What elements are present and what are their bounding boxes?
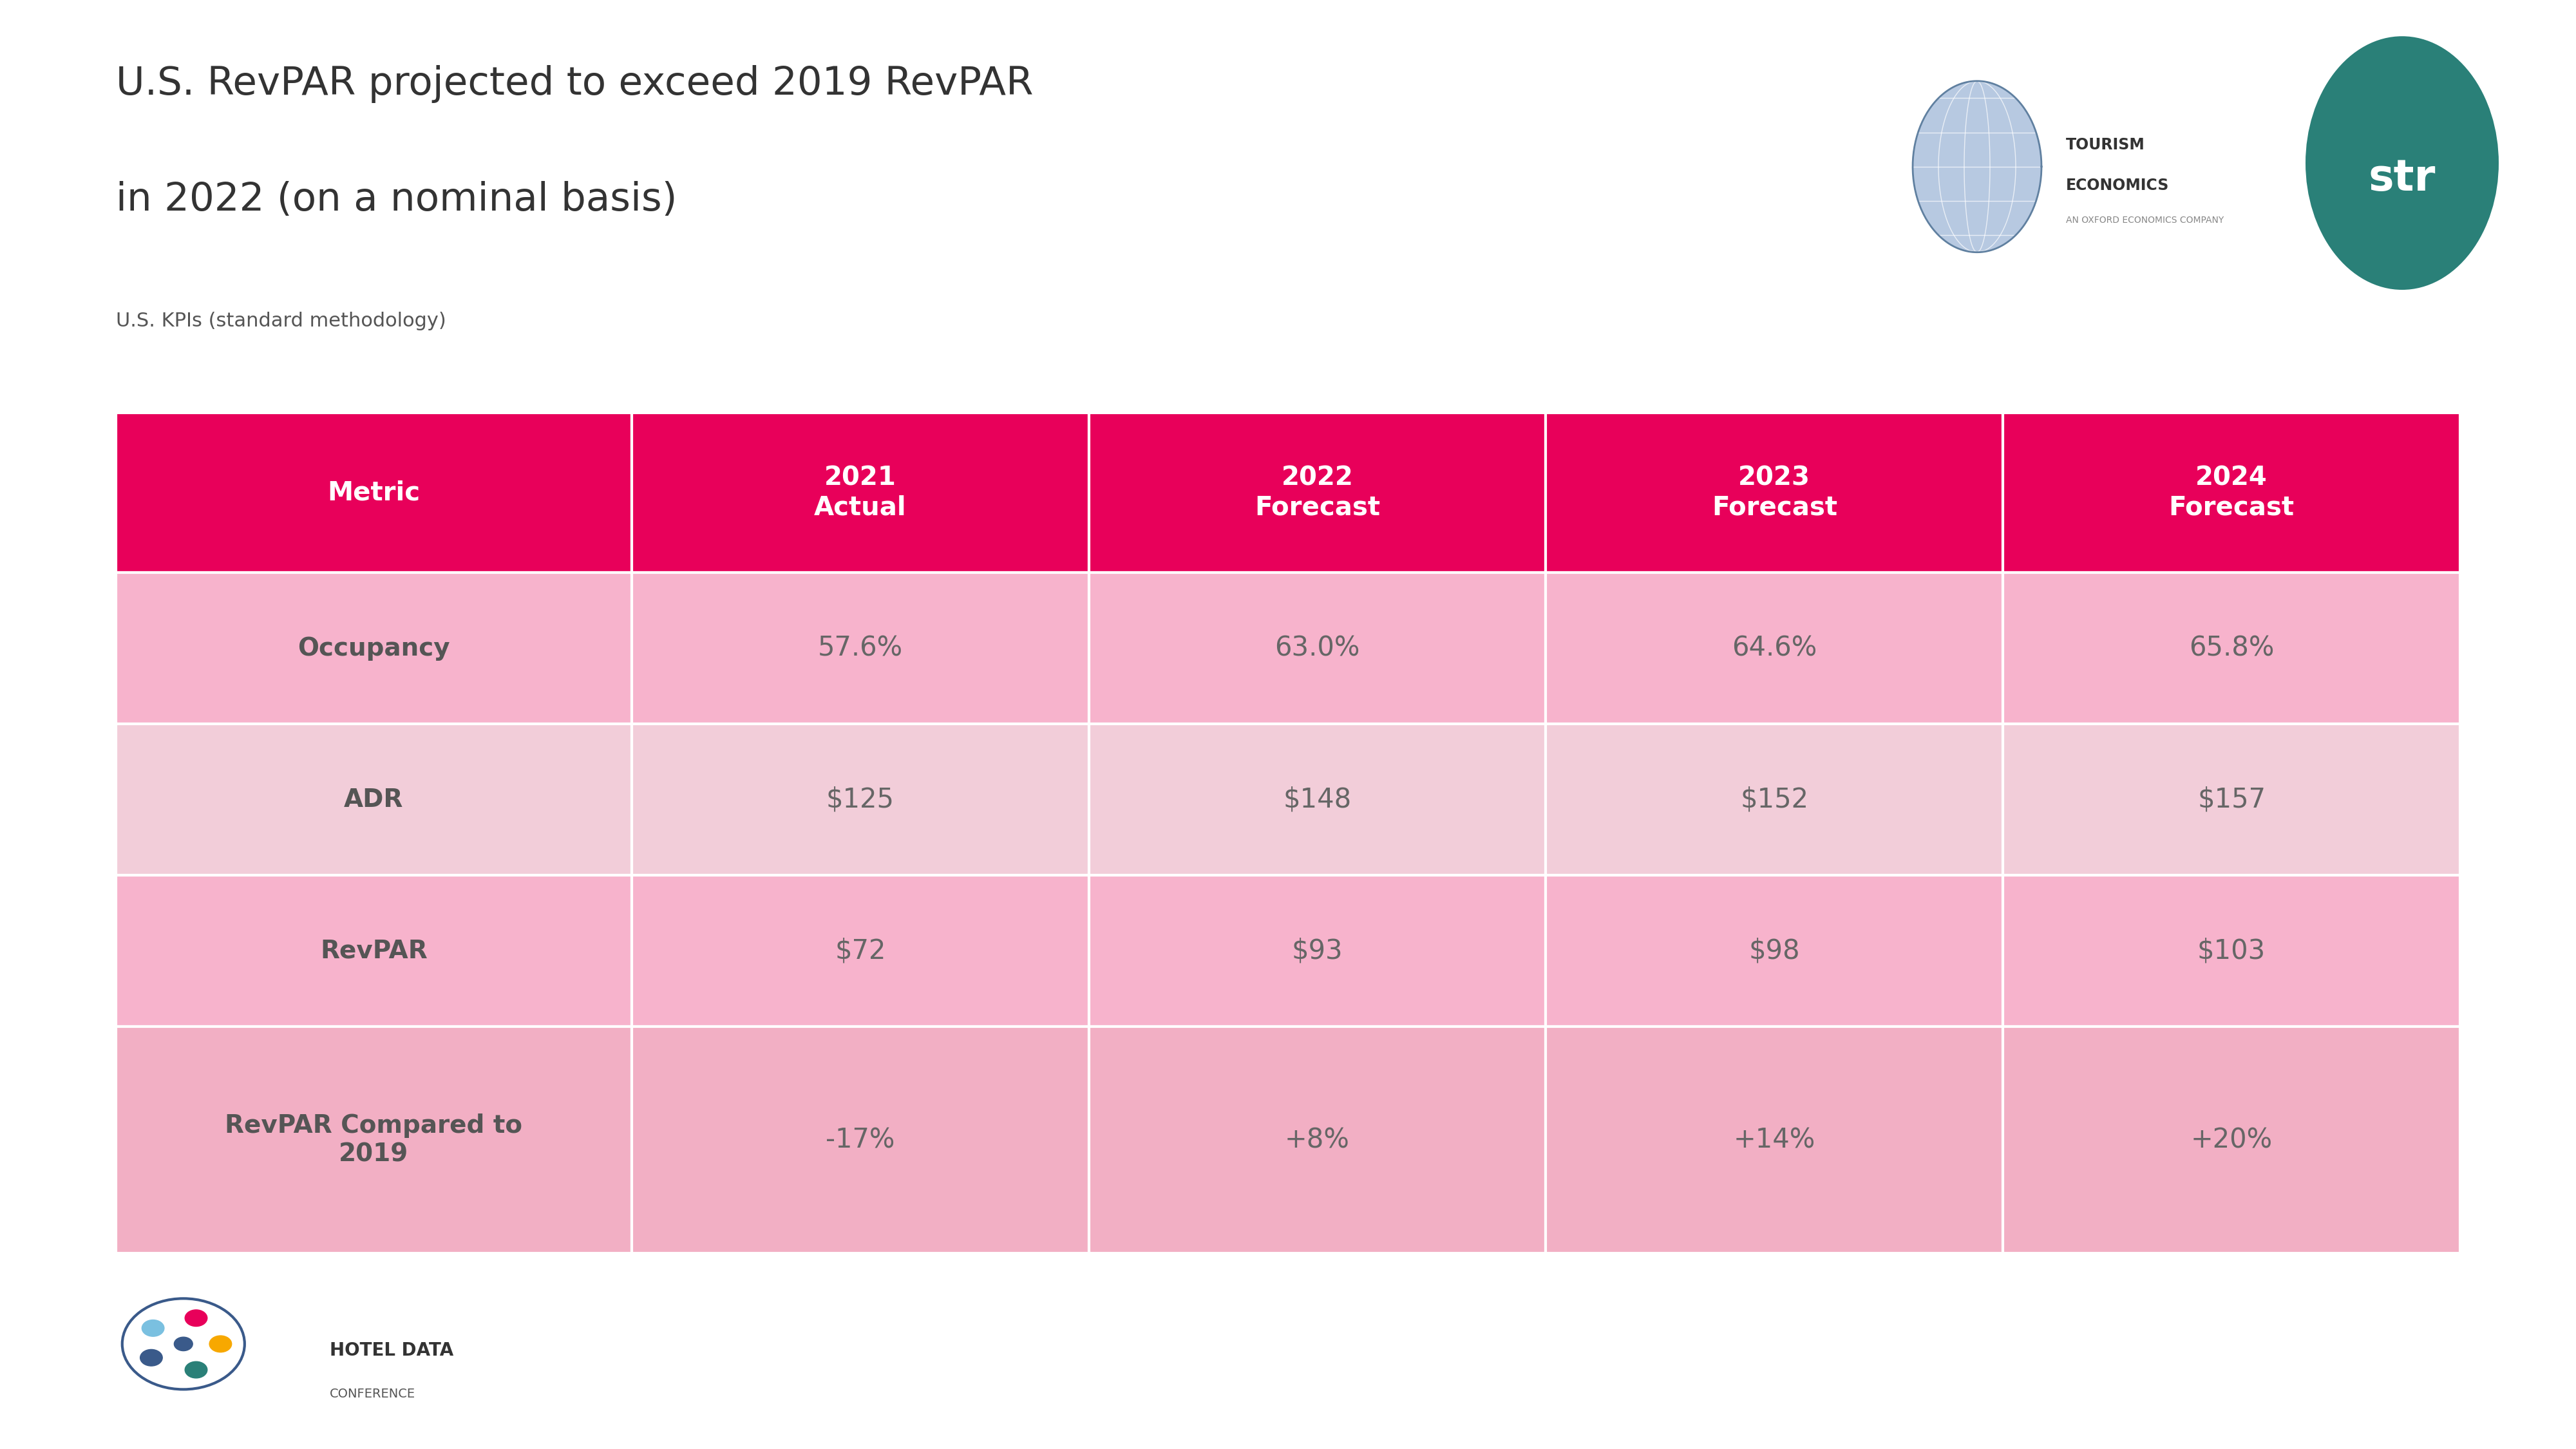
Text: Occupancy: Occupancy (299, 636, 451, 661)
Text: ECONOMICS: ECONOMICS (2066, 178, 2169, 193)
Circle shape (139, 1349, 162, 1366)
Ellipse shape (2306, 36, 2499, 290)
Text: 2022
Forecast: 2022 Forecast (1255, 465, 1381, 520)
Text: U.S. KPIs (standard methodology): U.S. KPIs (standard methodology) (116, 312, 446, 330)
Circle shape (185, 1310, 206, 1326)
Text: $72: $72 (835, 938, 886, 965)
Text: 64.6%: 64.6% (1731, 635, 1816, 662)
Circle shape (142, 1320, 165, 1336)
Text: 63.0%: 63.0% (1275, 635, 1360, 662)
Text: $125: $125 (827, 785, 894, 813)
Polygon shape (1914, 81, 2040, 252)
Text: $148: $148 (1283, 785, 1352, 813)
Text: +8%: +8% (1285, 1126, 1350, 1153)
Text: CONFERENCE: CONFERENCE (330, 1388, 415, 1400)
Text: ADR: ADR (345, 787, 404, 811)
Text: HOTEL DATA: HOTEL DATA (330, 1342, 453, 1359)
Text: 2021
Actual: 2021 Actual (814, 465, 907, 520)
Text: $98: $98 (1749, 938, 1801, 965)
Text: str: str (2367, 156, 2437, 200)
Text: 2023
Forecast: 2023 Forecast (1710, 465, 1837, 520)
Text: Metric: Metric (327, 480, 420, 506)
Text: RevPAR Compared to
2019: RevPAR Compared to 2019 (224, 1113, 523, 1166)
Circle shape (185, 1362, 206, 1378)
Text: -17%: -17% (827, 1126, 894, 1153)
Text: 2024
Forecast: 2024 Forecast (2169, 465, 2295, 520)
Text: $152: $152 (1741, 785, 1808, 813)
Text: +20%: +20% (2190, 1126, 2272, 1153)
Text: in 2022 (on a nominal basis): in 2022 (on a nominal basis) (116, 181, 677, 219)
Text: TOURISM: TOURISM (2066, 138, 2146, 152)
Circle shape (175, 1337, 193, 1350)
Text: $93: $93 (1291, 938, 1342, 965)
Text: U.S. RevPAR projected to exceed 2019 RevPAR: U.S. RevPAR projected to exceed 2019 Rev… (116, 65, 1033, 103)
Text: AN OXFORD ECONOMICS COMPANY: AN OXFORD ECONOMICS COMPANY (2066, 216, 2223, 225)
Text: $157: $157 (2197, 785, 2267, 813)
Circle shape (209, 1336, 232, 1352)
Text: RevPAR: RevPAR (319, 939, 428, 964)
Text: 65.8%: 65.8% (2190, 635, 2275, 662)
Text: 57.6%: 57.6% (817, 635, 902, 662)
Text: +14%: +14% (1734, 1126, 1816, 1153)
Text: $103: $103 (2197, 938, 2267, 965)
